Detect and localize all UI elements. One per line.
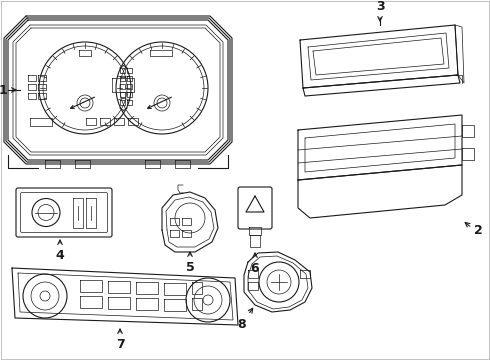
Text: 5: 5 bbox=[186, 261, 195, 274]
Text: 2: 2 bbox=[474, 224, 483, 237]
Text: 4: 4 bbox=[56, 249, 64, 262]
Text: 8: 8 bbox=[237, 318, 246, 331]
Text: 1: 1 bbox=[0, 84, 7, 96]
Text: 7: 7 bbox=[116, 338, 124, 351]
Text: 6: 6 bbox=[251, 262, 259, 275]
Text: 3: 3 bbox=[376, 0, 384, 13]
